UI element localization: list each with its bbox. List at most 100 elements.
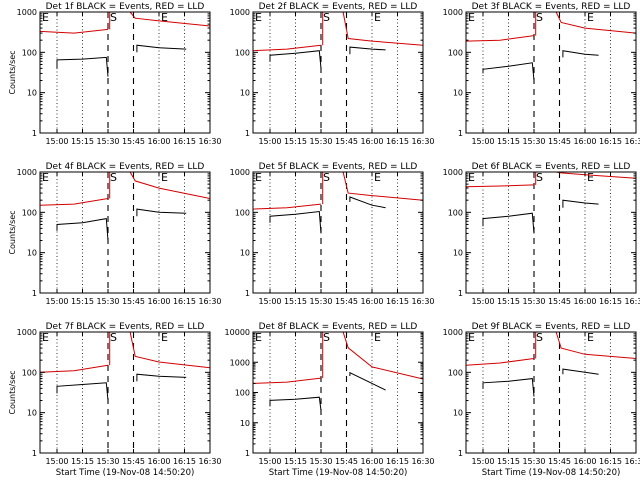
y-tick-label: 1000 (17, 328, 37, 337)
y-tick-label: 10 (27, 89, 37, 98)
plot-frame (465, 171, 637, 294)
y-tick-label: 10 (27, 409, 37, 418)
y-tick-label: 100 (235, 208, 250, 217)
x-tick-label: 16:15 (386, 137, 409, 146)
x-tick-label: 15:15 (284, 137, 307, 146)
lld-series-line (129, 331, 211, 369)
x-tick-label: 16:15 (173, 457, 196, 466)
lld-series-line (252, 203, 322, 210)
x-tick-label: 15:30 (96, 137, 119, 146)
y-tick-label: 1000 (17, 168, 37, 177)
event-marker-label: E (587, 11, 594, 24)
event-marker-label: E (161, 331, 168, 344)
x-tick-label: 16:15 (173, 297, 196, 306)
events-series-line (56, 218, 109, 241)
chart-title: Det 2f BLACK = Events, RED = LLD (259, 2, 418, 12)
y-tick-label: 1 (458, 289, 463, 298)
events-series-line (269, 396, 322, 411)
lld-series-line (465, 35, 535, 42)
event-marker-label: S (323, 331, 330, 344)
lld-series-line (555, 11, 637, 34)
lld-series-line (252, 44, 322, 52)
y-tick-label: 10 (240, 89, 250, 98)
lld-series-line (342, 331, 424, 380)
x-tick-label: 15:30 (522, 137, 545, 146)
event-marker-label: E (374, 331, 381, 344)
x-tick-label: 16:00 (147, 457, 170, 466)
events-series-line (482, 212, 535, 234)
y-tick-label: 10 (240, 419, 250, 428)
plot-frame (465, 11, 637, 134)
y-tick-label: 10 (453, 409, 463, 418)
events-series-line (349, 196, 386, 209)
y-tick-label: 1 (458, 129, 463, 138)
x-tick-label: 16:15 (599, 297, 622, 306)
lld-series-line (342, 11, 424, 46)
events-series-line (349, 371, 386, 391)
x-tick-label: 16:15 (599, 457, 622, 466)
event-marker-label: E (255, 11, 262, 24)
x-tick-label: 16:30 (198, 297, 221, 306)
event-marker-label: E (374, 11, 381, 24)
x-tick-label: 16:15 (386, 297, 409, 306)
x-tick-label: 15:00 (471, 457, 494, 466)
x-tick-label: 15:45 (548, 457, 571, 466)
x-tick-label: 15:15 (71, 297, 94, 306)
y-tick-label: 1 (245, 289, 250, 298)
events-series-line (56, 382, 109, 401)
lld-series-line (39, 364, 109, 373)
chart-title: Det 3f BLACK = Events, RED = LLD (472, 2, 631, 12)
events-series-line (269, 210, 322, 234)
event-marker-label: S (536, 171, 543, 184)
x-tick-label: 16:15 (386, 457, 409, 466)
x-tick-label: 16:00 (573, 137, 596, 146)
x-tick-label: 15:45 (335, 457, 358, 466)
event-marker-label: E (587, 171, 594, 184)
plot-frame (39, 11, 211, 134)
event-marker-label: E (42, 331, 49, 344)
y-tick-label: 1000 (17, 8, 37, 17)
event-marker-label: S (323, 171, 330, 184)
chart-title: Det 1f BLACK = Events, RED = LLD (46, 2, 205, 12)
event-marker-label: S (323, 11, 330, 24)
x-axis-title: Start Time (19-Nov-08 14:50:20) (269, 468, 408, 478)
y-tick-label: 1000 (443, 8, 463, 17)
chart-title: Det 6f BLACK = Events, RED = LLD (472, 162, 631, 172)
x-tick-label: 16:30 (411, 137, 434, 146)
x-tick-label: 16:00 (573, 457, 596, 466)
x-tick-label: 15:30 (309, 137, 332, 146)
x-tick-label: 15:00 (258, 137, 281, 146)
x-tick-label: 16:15 (173, 137, 196, 146)
x-tick-label: 15:45 (335, 137, 358, 146)
event-marker-label: E (161, 171, 168, 184)
x-tick-label: 16:00 (360, 137, 383, 146)
plot-frame (39, 171, 211, 294)
x-tick-label: 15:15 (497, 457, 520, 466)
x-tick-label: 15:15 (284, 297, 307, 306)
x-tick-label: 15:30 (309, 297, 332, 306)
lld-series-line (555, 331, 637, 359)
y-tick-label: 1 (32, 449, 37, 458)
y-tick-label: 10 (453, 89, 463, 98)
events-series-line (562, 50, 599, 58)
plot-frame (252, 11, 424, 134)
x-tick-label: 16:30 (624, 297, 640, 306)
lld-series-line (556, 171, 637, 179)
x-tick-label: 15:00 (258, 457, 281, 466)
event-marker-label: S (536, 331, 543, 344)
y-tick-label: 1000 (230, 358, 250, 367)
x-tick-label: 16:30 (624, 137, 640, 146)
y-tick-label: 1 (245, 449, 250, 458)
event-marker-label: E (468, 171, 475, 184)
x-tick-label: 16:00 (360, 457, 383, 466)
event-marker-label: S (110, 11, 117, 24)
y-tick-label: 10000 (225, 328, 250, 337)
y-tick-label: 1 (32, 129, 37, 138)
lld-series-line (39, 28, 109, 34)
plot-frame (252, 171, 424, 294)
event-marker-label: E (255, 171, 262, 184)
